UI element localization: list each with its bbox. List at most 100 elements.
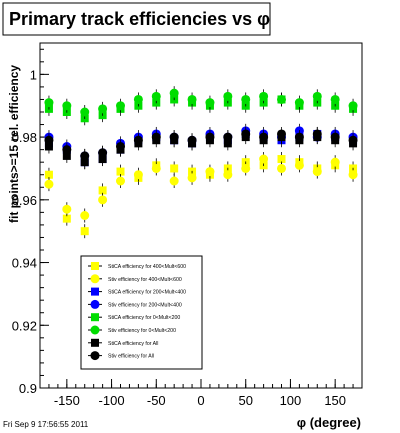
y-axis-label: fit points>=15 rel. efficiency (7, 65, 21, 223)
data-point (187, 94, 197, 104)
data-point (223, 170, 233, 180)
data-point (169, 176, 179, 186)
series-1 (44, 152, 358, 223)
x-tick-label: 50 (238, 393, 252, 408)
data-point (169, 132, 179, 142)
axis-ticks: -150 -100 -50 0 50 100 150 0.9 0.92 0.94 0.96 0.98 1 (12, 48, 363, 408)
legend-marker (91, 313, 99, 322)
title-box (2, 2, 271, 36)
data-point (98, 186, 107, 195)
legend-marker (91, 338, 99, 347)
legend-label: Stiv efficiency for 400<Mult<600 (108, 277, 182, 283)
series-4 (44, 92, 358, 126)
legend-marker (90, 351, 100, 361)
y-tick-label: 0.92 (12, 318, 37, 333)
legend: StiCA efficiency for 400<Mult<600 Stiv ef… (80, 255, 203, 370)
series-7 (44, 126, 358, 163)
data-point (62, 214, 71, 223)
data-point (294, 98, 304, 108)
data-point (277, 129, 286, 139)
data-point (116, 167, 125, 176)
data-point (330, 94, 340, 104)
data-point (294, 132, 304, 142)
data-point (44, 170, 53, 179)
y-tick-label: 0.98 (12, 130, 37, 145)
series-2 (44, 126, 358, 170)
legend-entry: Stiv efficiency for 400<Mult<600 (88, 274, 182, 284)
data-point (44, 179, 54, 189)
data-point (80, 107, 90, 117)
data-point (241, 94, 251, 104)
data-point (133, 170, 143, 180)
x-tick-label: 150 (324, 393, 346, 408)
timestamp: Fri Sep 9 17:56:55 2011 (3, 420, 89, 429)
y-tick-label: 0.94 (12, 256, 37, 271)
x-tick-label: -150 (54, 393, 80, 408)
series-6 (44, 130, 358, 170)
legend-marker (90, 274, 100, 284)
data-point (277, 94, 286, 104)
data-point (348, 135, 358, 145)
legend-entry: Stiv efficiency for 200<Mult<400 (88, 299, 182, 309)
data-point (205, 132, 215, 142)
x-tick-label: -50 (147, 393, 166, 408)
data-point (151, 91, 161, 101)
legend-label: Stiv efficiency for All (108, 354, 154, 360)
x-tick-label: 0 (197, 393, 204, 408)
series-3 (44, 123, 358, 163)
legend-marker (90, 299, 100, 309)
data-point (62, 145, 72, 155)
data-point (277, 163, 286, 173)
data-point (151, 132, 161, 142)
data-point (205, 98, 215, 108)
data-point (170, 164, 179, 173)
legend-marker (90, 325, 100, 335)
legend-label: Stiv efficiency for 0<Mult<200 (108, 328, 176, 334)
data-point (116, 101, 125, 111)
legend-entry: StiCA efficiency for 400<Mult<600 (88, 262, 186, 270)
data-point (330, 157, 340, 167)
data-point (62, 204, 72, 214)
data-point (44, 135, 54, 145)
data-point (187, 135, 197, 145)
legend-marker (91, 287, 99, 296)
y-tick-label: 0.9 (19, 381, 37, 396)
data-point (44, 98, 54, 108)
data-point (312, 91, 322, 101)
data-marks (44, 86, 358, 239)
data-point (348, 170, 358, 180)
legend-label: StiCA efficiency for 400<Mult<600 (108, 264, 186, 270)
series-5 (44, 86, 358, 119)
data-point (312, 167, 322, 177)
legend-entry: Stiv efficiency for All (88, 351, 154, 361)
data-point (259, 132, 269, 142)
data-point (241, 163, 251, 173)
legend-label: Stiv efficiency for 200<Mult<400 (108, 302, 182, 308)
data-point (259, 91, 269, 101)
legend-box (80, 255, 203, 370)
data-point (241, 129, 251, 139)
data-point (80, 151, 90, 161)
data-point (133, 135, 143, 145)
data-point (187, 173, 197, 183)
x-axis-label: φ (degree) (297, 415, 361, 430)
data-point (223, 91, 233, 101)
legend-entry: StiCA efficiency for 0<Mult<200 (88, 313, 180, 322)
y-tick-label: 0.96 (12, 193, 37, 208)
legend-entry: Stiv efficiency for 0<Mult<200 (88, 325, 176, 335)
legend-label: StiCA efficiency for All (108, 341, 158, 347)
data-point (348, 101, 358, 111)
chart-title: Primary track efficiencies vs φ (9, 9, 270, 29)
legend-marker (91, 262, 99, 270)
data-point (98, 104, 108, 114)
y-tick-label: 1 (30, 67, 37, 82)
data-point (223, 132, 233, 142)
legend-label: StiCA efficiency for 0<Mult<200 (108, 315, 180, 321)
data-point (312, 129, 322, 139)
legend-entry: StiCA efficiency for All (88, 338, 158, 347)
data-point (133, 94, 143, 104)
x-tick-label: -100 (99, 393, 125, 408)
data-point (277, 155, 286, 164)
data-point (169, 88, 179, 98)
